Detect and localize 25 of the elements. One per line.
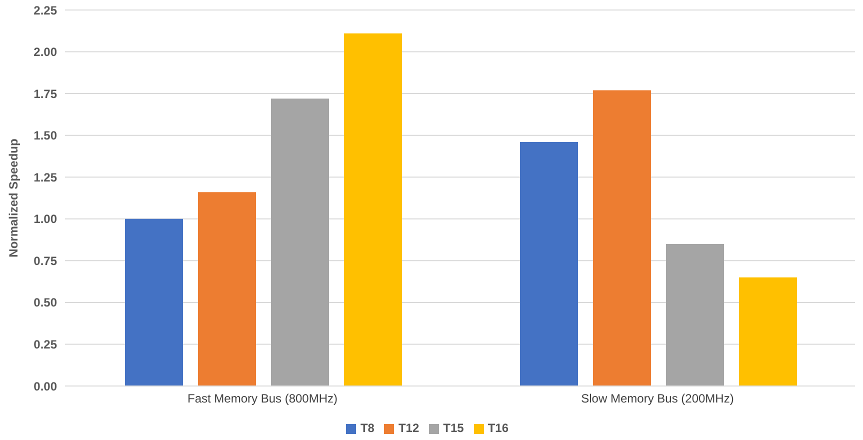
y-tick-label: 1.25: [34, 170, 58, 184]
y-tick-label: 2.00: [34, 45, 58, 60]
bar: [739, 277, 797, 386]
x-tick-label: Fast Memory Bus (800MHz): [187, 392, 338, 406]
bar: [271, 98, 329, 386]
y-axis-title: Normalized Speedup: [6, 138, 20, 258]
y-tick-label: 1.75: [34, 86, 58, 101]
y-tick-label: 2.25: [34, 3, 58, 18]
bar: [344, 33, 402, 386]
y-tick-label: 0.75: [34, 254, 58, 268]
legend-label: T12: [398, 421, 420, 435]
legend-label: T15: [443, 421, 464, 435]
bar: [125, 218, 183, 386]
y-tick-label: 0.00: [34, 379, 58, 394]
bar: [593, 90, 651, 386]
bar: [520, 142, 578, 386]
y-tick-label: 1.00: [34, 212, 58, 226]
x-tick-label: Slow Memory Bus (200MHz): [581, 392, 734, 406]
y-tick-label: 0.25: [34, 337, 58, 352]
y-tick-label: 1.50: [34, 128, 58, 143]
legend-label: T8: [360, 421, 374, 435]
legend-label: T16: [488, 421, 509, 435]
y-tick-label: 0.50: [34, 296, 58, 310]
bar: [666, 244, 724, 386]
bar: [198, 192, 256, 386]
